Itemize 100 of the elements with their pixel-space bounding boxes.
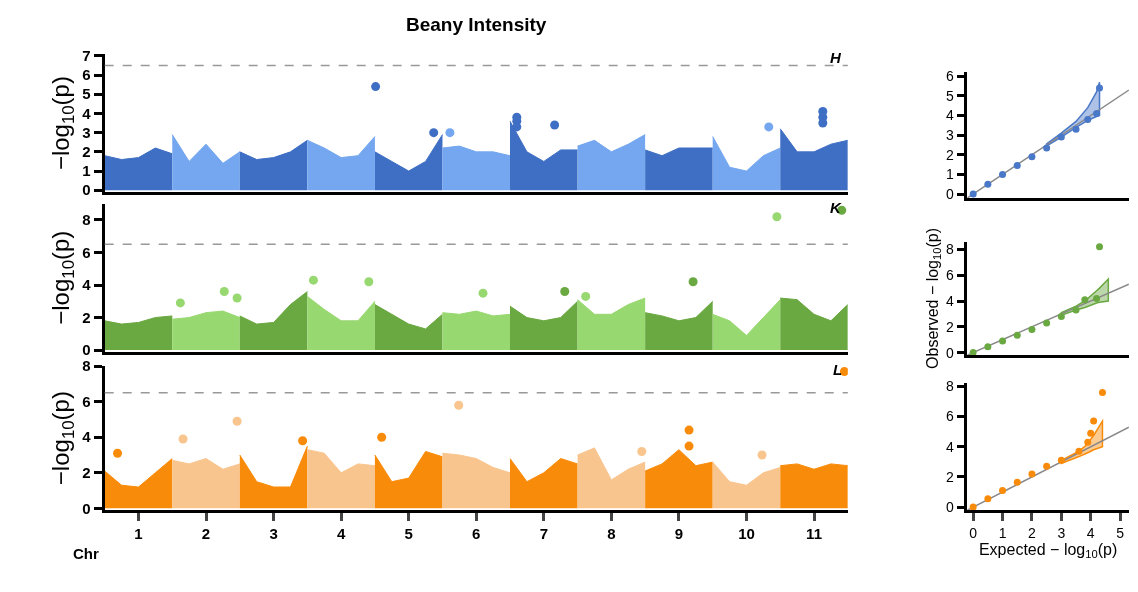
point (1028, 153, 1036, 161)
point (298, 436, 308, 446)
point (1075, 447, 1083, 455)
y-tick-label: 0 (82, 341, 91, 359)
point (969, 190, 977, 198)
y-tick-label: 0 (945, 344, 954, 361)
point (1093, 294, 1101, 302)
point (1084, 438, 1092, 446)
point (364, 277, 374, 287)
y-tick-label: 0 (945, 499, 954, 515)
y-tick-label: 5 (82, 85, 91, 103)
y-tick-label: 2 (945, 318, 954, 335)
point (1057, 312, 1065, 320)
y-tick-label: 2 (945, 468, 954, 485)
chart-title: Beany Intensity (406, 14, 547, 35)
point (1043, 144, 1051, 152)
point (1057, 133, 1065, 141)
x-tick-label: 2 (1028, 524, 1037, 541)
x-tick-label: 0 (969, 524, 978, 541)
point (232, 416, 242, 426)
y-tick-label: 6 (945, 267, 954, 284)
y-tick-label: 8 (945, 241, 954, 258)
y-tick-label: 7 (82, 47, 91, 65)
y-tick-label: 3 (945, 127, 954, 144)
point (1087, 429, 1095, 437)
y-tick-label: 0 (82, 499, 91, 517)
y-tick-label: 1 (945, 166, 954, 183)
y-tick-label: 2 (82, 308, 91, 326)
point (1072, 306, 1080, 314)
x-tick-label: 4 (1086, 524, 1095, 541)
y-tick-label: 6 (82, 392, 91, 410)
point (232, 293, 242, 303)
point (1043, 462, 1051, 470)
y-tick-label: 8 (82, 357, 91, 375)
y-tick-label: 4 (945, 107, 954, 124)
point (1090, 417, 1098, 425)
point (377, 432, 387, 442)
point (1013, 331, 1021, 339)
point (999, 487, 1007, 495)
x-tick-label: 9 (674, 525, 684, 543)
y-tick-label: 5 (945, 87, 954, 104)
point (969, 503, 977, 511)
x-tick-label: 4 (336, 525, 346, 543)
point (371, 82, 381, 92)
point (1013, 162, 1021, 170)
point (429, 128, 439, 138)
y-tick-label: 6 (945, 408, 954, 425)
point (999, 170, 1007, 178)
point (113, 448, 123, 458)
point (1081, 296, 1089, 304)
point (581, 291, 591, 301)
y-tick-label: 0 (82, 181, 91, 199)
y-tick-label: 2 (82, 143, 91, 161)
x-tick-label: 1 (134, 525, 143, 543)
y-tick-label: 4 (82, 104, 92, 122)
point (1028, 470, 1036, 478)
point (757, 450, 767, 460)
point (1072, 125, 1080, 133)
point (684, 425, 694, 435)
x-tick-label: 6 (472, 525, 481, 543)
x-tick-label: 11 (806, 525, 822, 543)
point (984, 180, 992, 188)
y-tick-label: 2 (945, 146, 954, 163)
annotation: L (833, 361, 843, 378)
y-tick-label: 0 (945, 185, 954, 202)
y-tick-label: 6 (82, 66, 91, 84)
y-tick-label: 3 (82, 123, 91, 141)
point (684, 441, 694, 451)
y-tick-label: 1 (82, 162, 91, 180)
y-tick-label: 4 (945, 292, 954, 309)
y-tick-label: 4 (945, 438, 954, 455)
x-tick-label: 7 (539, 525, 548, 543)
point (1096, 84, 1104, 92)
x-axis-title: Chr (73, 545, 99, 562)
point (1093, 110, 1101, 118)
point (1057, 456, 1065, 464)
point (219, 287, 229, 297)
y-tick-label: 8 (945, 378, 954, 395)
y-tick-label: 6 (945, 68, 954, 85)
y-tick-label: 6 (82, 243, 91, 261)
point (637, 446, 647, 456)
annotation: K (830, 199, 842, 216)
y-tick-label: 8 (82, 211, 91, 229)
point (969, 349, 977, 356)
point (445, 128, 455, 138)
point (984, 343, 992, 351)
point (454, 400, 464, 410)
point (308, 275, 318, 285)
point (1098, 388, 1106, 396)
point (999, 337, 1007, 345)
point (1013, 478, 1021, 486)
point (688, 277, 698, 287)
annotation: H (830, 49, 842, 66)
x-tick-label: 2 (201, 525, 211, 543)
x-tick-label: 5 (1116, 524, 1125, 541)
x-tick-label: 1 (998, 524, 1007, 541)
point (175, 298, 185, 308)
y-tick-label: 4 (82, 276, 92, 294)
point (1043, 319, 1051, 327)
x-tick-label: 8 (607, 525, 616, 543)
